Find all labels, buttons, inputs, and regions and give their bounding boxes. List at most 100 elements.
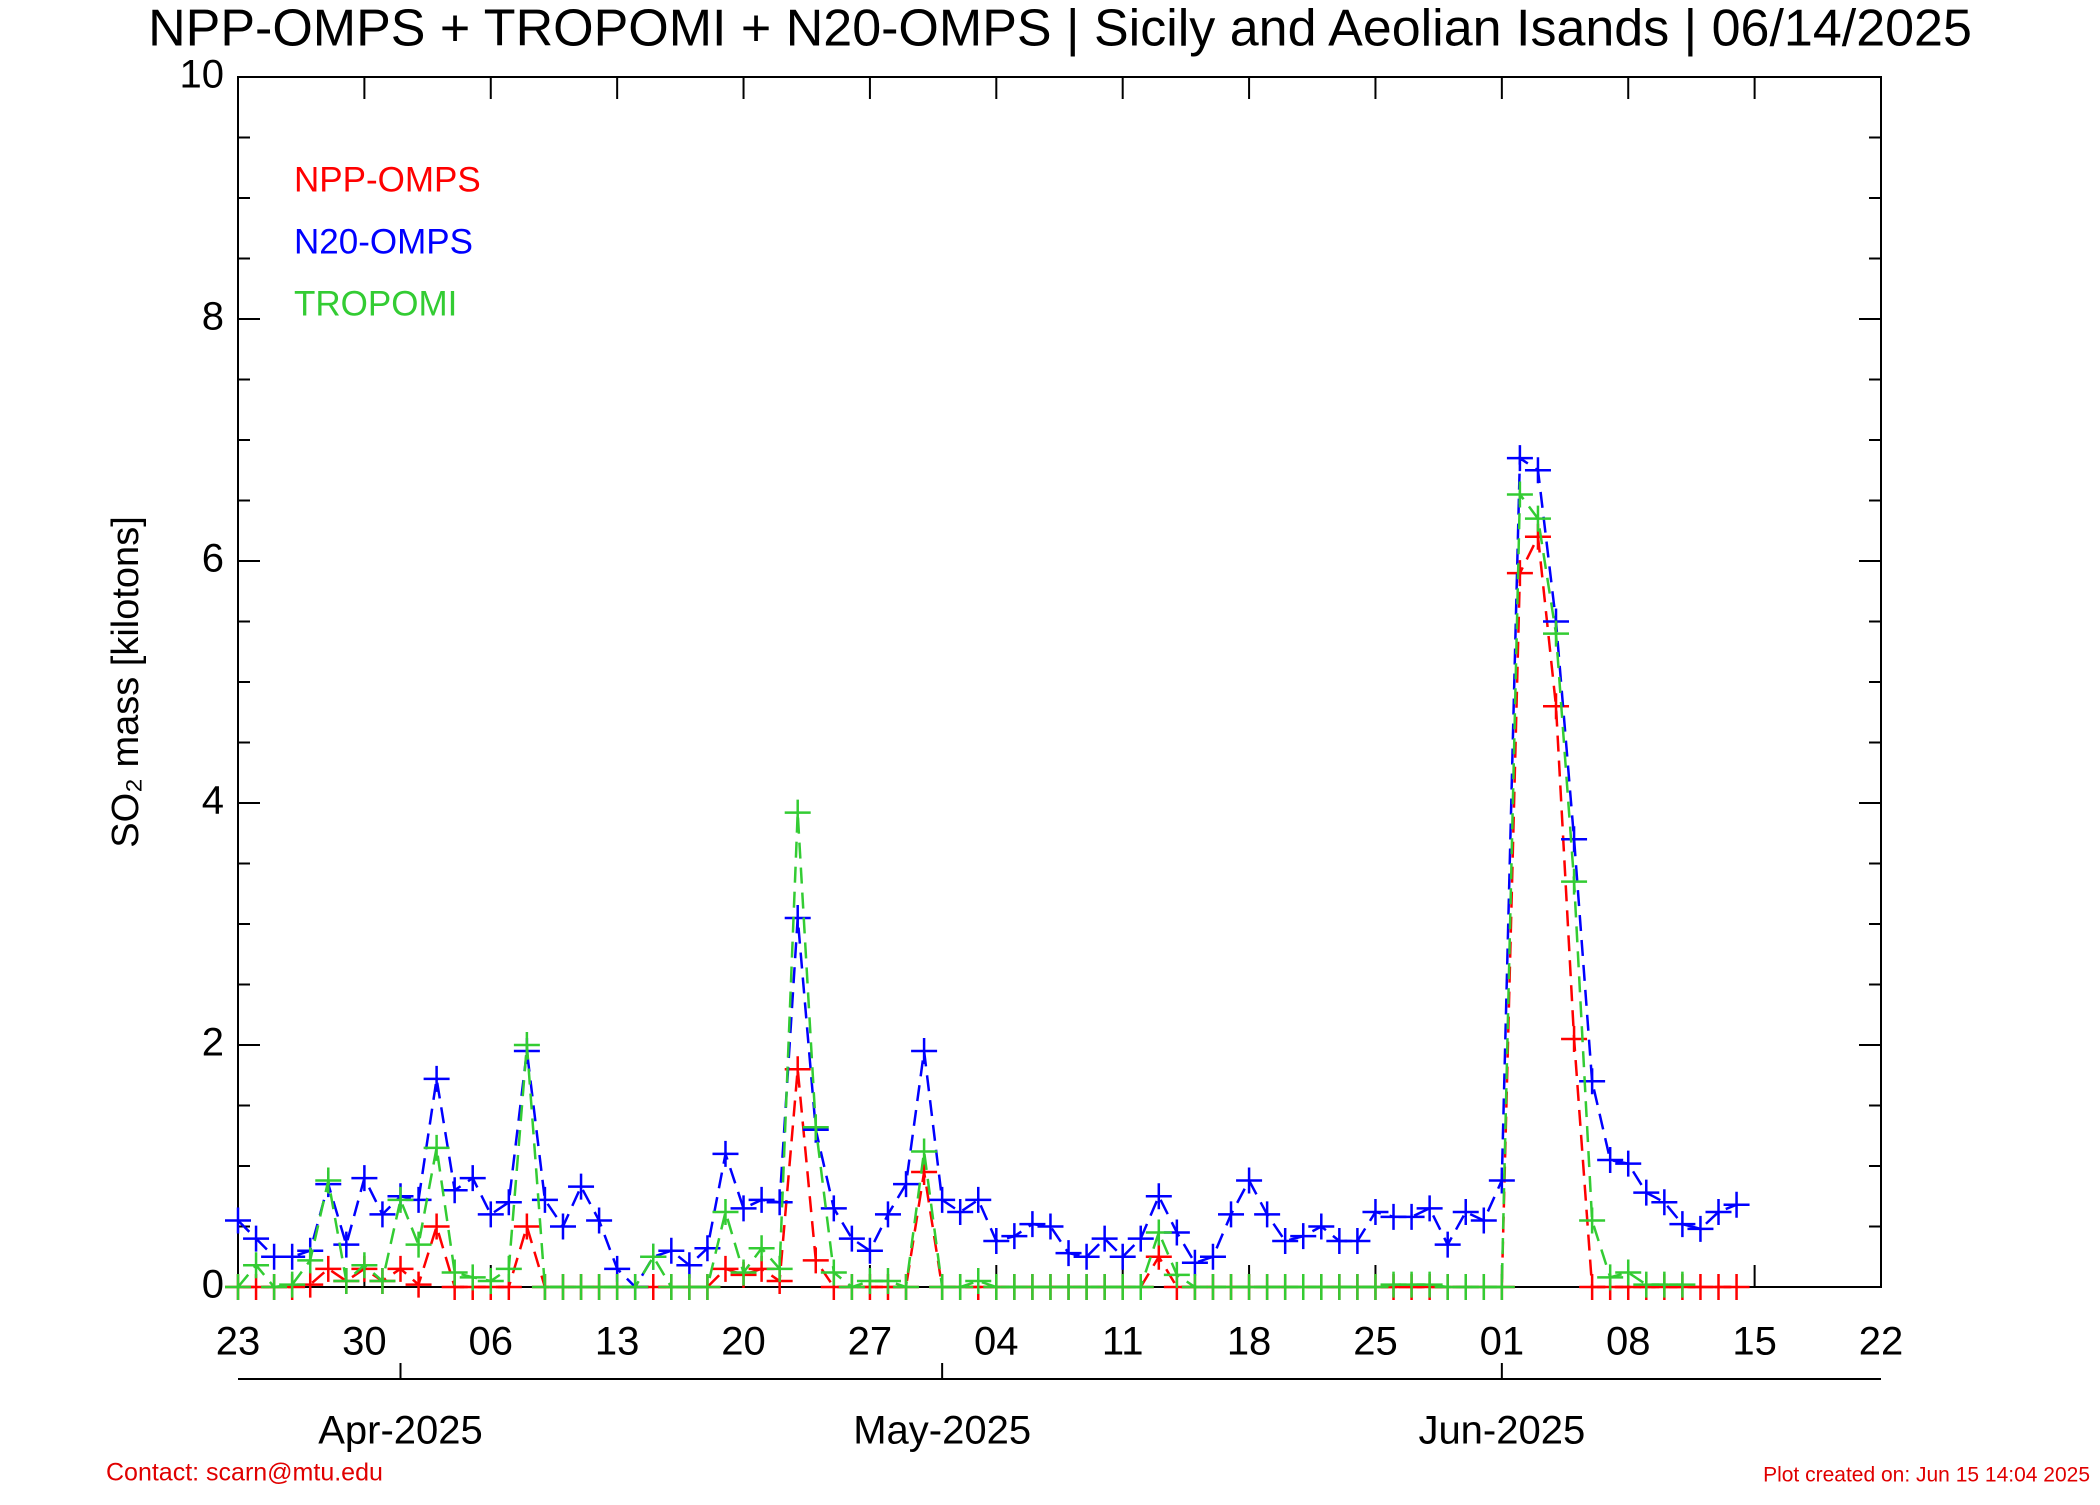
marker — [802, 1114, 829, 1141]
marker — [1308, 1213, 1335, 1240]
marker — [748, 1186, 775, 1213]
marker — [712, 1255, 739, 1282]
y-tick-label: 8 — [202, 295, 224, 339]
marker — [1199, 1243, 1226, 1270]
y-tick-label: 4 — [202, 779, 224, 823]
marker — [1506, 560, 1533, 587]
marker — [893, 1171, 920, 1198]
x-tick-label: 11 — [1102, 1320, 1144, 1364]
marker — [1145, 1243, 1172, 1270]
marker — [1001, 1223, 1028, 1250]
x-tick-label: 15 — [1732, 1320, 1777, 1364]
marker — [297, 1247, 324, 1274]
marker — [1488, 1274, 1515, 1300]
marker — [568, 1173, 595, 1200]
marker — [640, 1243, 667, 1270]
marker — [1037, 1213, 1064, 1240]
marker — [1723, 1274, 1750, 1300]
marker — [315, 1255, 342, 1282]
marker — [1218, 1201, 1245, 1228]
x-tick-label: 23 — [216, 1320, 261, 1364]
marker — [1524, 457, 1551, 484]
marker — [549, 1213, 576, 1240]
series-line — [237, 455, 1738, 1290]
marker — [1416, 1195, 1443, 1222]
marker — [351, 1165, 378, 1192]
marker — [1362, 1198, 1389, 1225]
x-tick-label: 06 — [469, 1320, 514, 1364]
marker — [911, 1138, 938, 1165]
marker — [1236, 1167, 1263, 1194]
marker — [1669, 1271, 1696, 1298]
y-tick-label: 6 — [202, 537, 224, 581]
marker — [1506, 445, 1533, 472]
marker — [1543, 620, 1570, 647]
marker — [1272, 1228, 1299, 1255]
marker — [730, 1259, 757, 1286]
marker — [1597, 1264, 1624, 1291]
marker — [1723, 1191, 1750, 1218]
marker — [947, 1274, 974, 1300]
marker — [1073, 1243, 1100, 1270]
marker — [459, 1165, 486, 1192]
marker — [965, 1186, 992, 1213]
marker — [459, 1264, 486, 1291]
series-line — [237, 490, 1683, 1289]
marker — [838, 1274, 865, 1300]
marker — [802, 1247, 829, 1274]
marker — [315, 1167, 342, 1194]
marker — [351, 1252, 378, 1279]
marker — [1145, 1183, 1172, 1210]
marker — [513, 1213, 540, 1240]
x-tick-label: 25 — [1353, 1320, 1398, 1364]
marker — [261, 1274, 288, 1300]
marker — [676, 1252, 703, 1279]
x-tick-label: 27 — [848, 1320, 893, 1364]
marker — [893, 1274, 920, 1300]
marker — [1091, 1225, 1118, 1252]
marker — [333, 1267, 360, 1294]
marker — [1398, 1203, 1425, 1230]
marker — [1163, 1261, 1190, 1288]
marker — [495, 1189, 522, 1216]
series-line — [238, 532, 1737, 1289]
marker — [1687, 1215, 1714, 1242]
marker — [1543, 693, 1570, 720]
marker — [856, 1237, 883, 1264]
marker — [1524, 505, 1551, 532]
marker — [766, 1255, 793, 1282]
marker — [983, 1228, 1010, 1255]
marker — [441, 1177, 468, 1204]
marker — [423, 1134, 450, 1161]
marker — [1470, 1207, 1497, 1234]
month-label: Jun-2025 — [1418, 1409, 1585, 1453]
marker — [1651, 1189, 1678, 1216]
marker — [1362, 1274, 1389, 1300]
chart-title: NPP-OMPS + TROPOMI + N20-OMPS | Sicily a… — [148, 0, 1972, 58]
marker — [658, 1237, 685, 1264]
x-tick-label: 13 — [595, 1320, 640, 1364]
marker — [1615, 1150, 1642, 1177]
marker — [838, 1225, 865, 1252]
month-label: Apr-2025 — [318, 1409, 483, 1453]
marker — [911, 1038, 938, 1065]
marker — [784, 904, 811, 931]
marker — [441, 1259, 468, 1286]
marker — [1127, 1225, 1154, 1252]
marker — [1434, 1231, 1461, 1258]
marker — [369, 1201, 396, 1228]
contact: Contact: scarn@mtu.edu — [106, 1459, 383, 1487]
marker — [225, 1274, 251, 1300]
marker — [820, 1259, 847, 1286]
y-axis-label: SO₂ mass [kilotons] — [105, 516, 147, 848]
marker — [1416, 1271, 1443, 1298]
marker — [387, 1255, 414, 1282]
marker — [477, 1267, 504, 1294]
marker — [965, 1267, 992, 1294]
marker — [1561, 868, 1588, 895]
marker — [820, 1195, 847, 1222]
marker — [423, 1065, 450, 1092]
marker — [477, 1201, 504, 1228]
x-tick-label: 20 — [721, 1320, 766, 1364]
marker — [405, 1271, 432, 1298]
